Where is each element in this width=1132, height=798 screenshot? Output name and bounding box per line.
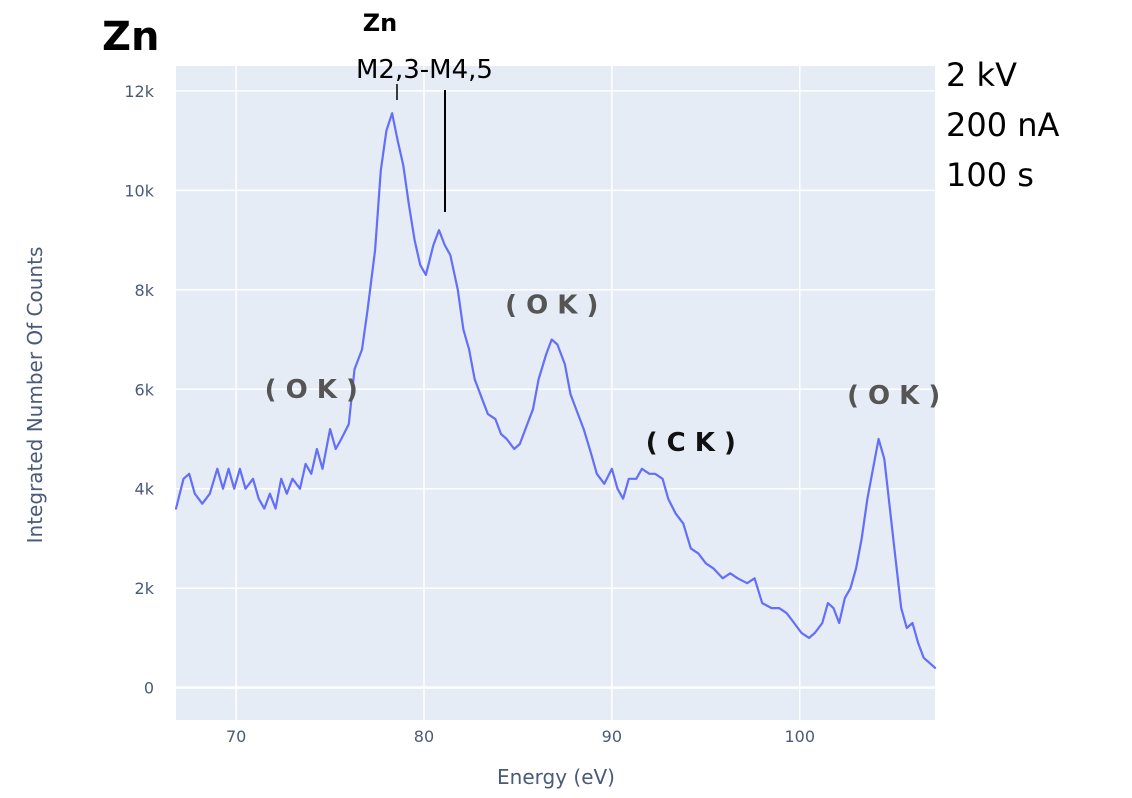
y-tick-label: 6k <box>135 380 155 399</box>
peak-labels: ( O K ) ( O K ) ( C K ) ( O K ) <box>265 291 941 458</box>
y-tick-label: 2k <box>135 579 155 598</box>
x-tick-label: 100 <box>784 727 815 746</box>
y-tick-labels: 0 2k 4k 6k 8k 10k 12k <box>124 82 154 698</box>
peak-annotation: ( O K ) <box>505 291 598 321</box>
y-tick-label: 4k <box>135 480 155 499</box>
peak-annotation: ( O K ) <box>847 381 940 411</box>
x-tick-label: 80 <box>414 727 434 746</box>
peak-annotation: ( O K ) <box>265 375 358 405</box>
peak-title: Zn <box>363 9 398 37</box>
grid-lines <box>176 66 935 720</box>
chart-title: Zn <box>102 14 159 60</box>
condition-current: 200 nA <box>946 106 1060 144</box>
plot-background <box>176 66 935 720</box>
transition-label: M2,3-M4,5 <box>356 55 493 85</box>
y-tick-label: 12k <box>124 82 154 101</box>
x-tick-label: 70 <box>226 727 246 746</box>
x-axis-title: Energy (eV) <box>497 765 615 789</box>
spectrum-line <box>174 112 937 669</box>
series-layer <box>174 112 937 669</box>
condition-voltage: 2 kV <box>946 56 1017 94</box>
y-tick-label: 8k <box>135 281 155 300</box>
peak-annotation: ( C K ) <box>646 428 736 458</box>
y-tick-label: 10k <box>124 181 154 200</box>
y-tick-label: 0 <box>144 679 154 698</box>
condition-time: 100 s <box>946 156 1034 194</box>
y-axis-title: Integrated Number Of Counts <box>23 247 47 544</box>
x-tick-labels: 70 80 90 100 <box>226 727 815 746</box>
x-tick-label: 90 <box>602 727 622 746</box>
